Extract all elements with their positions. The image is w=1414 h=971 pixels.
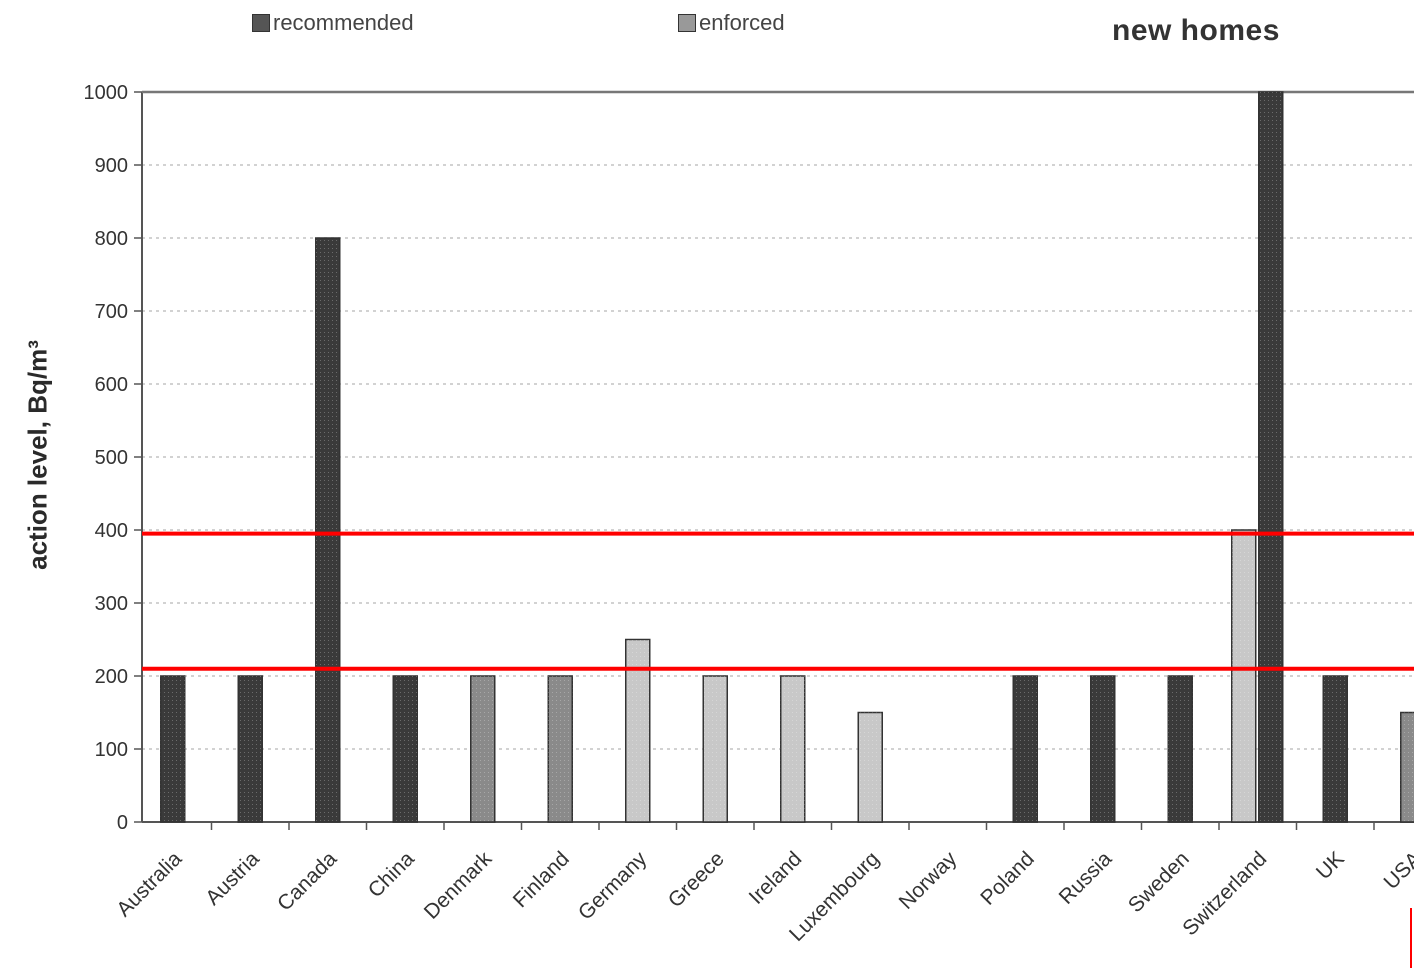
x-tick-label: Switzerland bbox=[1178, 847, 1271, 940]
legend-label-enforced: enforced bbox=[699, 10, 785, 35]
chart-title: new homes bbox=[1112, 14, 1280, 47]
y-tick-label: 600 bbox=[95, 374, 128, 396]
bar-texture bbox=[1258, 92, 1283, 822]
bar-texture bbox=[1013, 676, 1038, 822]
bar-texture bbox=[1168, 676, 1193, 822]
x-tick-label: Russia bbox=[1055, 847, 1117, 909]
bar-texture bbox=[315, 238, 340, 822]
x-tick-label: Norway bbox=[895, 847, 962, 914]
bar-texture bbox=[470, 676, 495, 822]
y-tick-label: 1000 bbox=[84, 82, 129, 104]
x-tick-label: Finland bbox=[509, 847, 574, 912]
bar-texture bbox=[238, 676, 263, 822]
x-tick-label: Poland bbox=[976, 847, 1039, 910]
legend-label-recommended: recommended bbox=[273, 10, 414, 35]
x-tick-label: Greece bbox=[664, 847, 729, 912]
x-tick-label: Germany bbox=[574, 847, 652, 925]
bar-texture bbox=[160, 676, 185, 822]
reference-lines bbox=[142, 531, 1414, 968]
y-tick-label: 400 bbox=[95, 520, 128, 542]
legend-item-recommended: recommended bbox=[252, 10, 414, 36]
y-tick-label: 900 bbox=[95, 155, 128, 177]
bar-texture bbox=[858, 712, 883, 822]
bar-texture bbox=[703, 676, 728, 822]
legend-swatch-enforced bbox=[678, 14, 696, 32]
bar-texture bbox=[1400, 712, 1414, 822]
bar-texture bbox=[1090, 676, 1115, 822]
bar-texture bbox=[393, 676, 418, 822]
bars bbox=[160, 91, 1414, 823]
bar-texture bbox=[1323, 676, 1348, 822]
x-tick-label: Sweden bbox=[1124, 847, 1194, 917]
y-tick-label: 200 bbox=[95, 666, 128, 688]
x-tick-label: UK bbox=[1312, 847, 1349, 884]
y-tick-label: 700 bbox=[95, 301, 128, 323]
legend-swatch-recommended bbox=[252, 14, 270, 32]
x-tick-label: Denmark bbox=[420, 847, 497, 924]
x-tick-label: USA bbox=[1379, 847, 1414, 894]
legend-item-enforced: enforced bbox=[678, 10, 785, 36]
bar-texture bbox=[1231, 530, 1256, 822]
y-tick-label: 800 bbox=[95, 228, 128, 250]
x-tick-label: Australia bbox=[112, 847, 186, 921]
y-tick-label: 500 bbox=[95, 447, 128, 469]
x-tick-label: Canada bbox=[273, 847, 342, 916]
x-tick-label: Austria bbox=[201, 847, 264, 910]
y-tick-label: 300 bbox=[95, 593, 128, 615]
x-tick-label: China bbox=[364, 847, 419, 902]
bar-texture bbox=[780, 676, 805, 822]
y-tick-label: 0 bbox=[117, 812, 128, 834]
bar-texture bbox=[548, 676, 573, 822]
x-tick-label: Ireland bbox=[745, 847, 807, 909]
y-tick-label: 100 bbox=[95, 739, 128, 761]
grid-lines bbox=[142, 164, 1414, 750]
axis-labels: 0 100 200 300 400 500 600 700 800 900 1000 Australi… bbox=[84, 82, 1414, 946]
axes bbox=[134, 90, 1414, 830]
